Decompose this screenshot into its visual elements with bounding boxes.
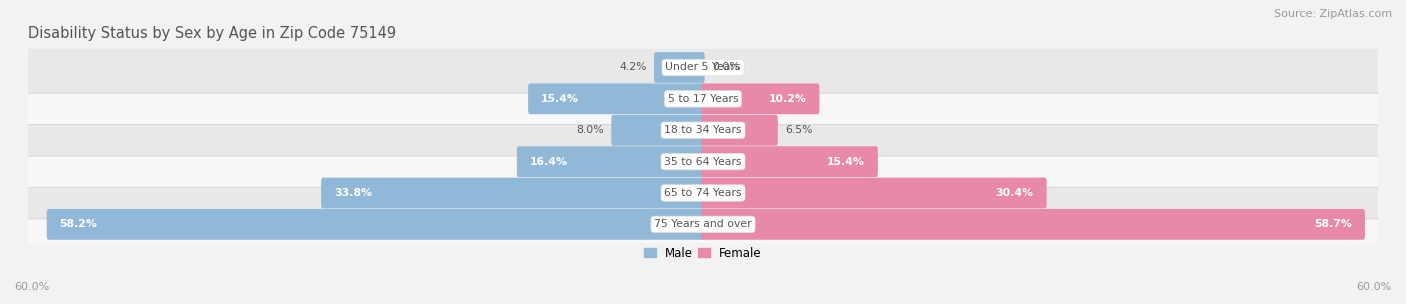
FancyBboxPatch shape xyxy=(24,73,1382,125)
FancyBboxPatch shape xyxy=(654,52,704,83)
FancyBboxPatch shape xyxy=(702,84,820,114)
Legend: Male, Female: Male, Female xyxy=(640,242,766,264)
Text: Source: ZipAtlas.com: Source: ZipAtlas.com xyxy=(1274,9,1392,19)
Text: 60.0%: 60.0% xyxy=(14,282,49,292)
Text: 16.4%: 16.4% xyxy=(530,157,568,167)
Text: 30.4%: 30.4% xyxy=(995,188,1033,198)
FancyBboxPatch shape xyxy=(24,136,1382,187)
FancyBboxPatch shape xyxy=(24,42,1382,93)
FancyBboxPatch shape xyxy=(529,84,704,114)
FancyBboxPatch shape xyxy=(702,178,1046,208)
FancyBboxPatch shape xyxy=(46,209,704,240)
Text: 33.8%: 33.8% xyxy=(335,188,373,198)
FancyBboxPatch shape xyxy=(702,146,877,177)
Text: 15.4%: 15.4% xyxy=(541,94,579,104)
Text: 60.0%: 60.0% xyxy=(1357,282,1392,292)
FancyBboxPatch shape xyxy=(612,115,704,146)
Text: 18 to 34 Years: 18 to 34 Years xyxy=(664,125,742,135)
Text: 15.4%: 15.4% xyxy=(827,157,865,167)
Text: 65 to 74 Years: 65 to 74 Years xyxy=(664,188,742,198)
FancyBboxPatch shape xyxy=(321,178,704,208)
FancyBboxPatch shape xyxy=(702,209,1365,240)
Text: Disability Status by Sex by Age in Zip Code 75149: Disability Status by Sex by Age in Zip C… xyxy=(28,26,396,40)
Text: 8.0%: 8.0% xyxy=(576,125,605,135)
Text: 35 to 64 Years: 35 to 64 Years xyxy=(664,157,742,167)
Text: 10.2%: 10.2% xyxy=(769,94,807,104)
Text: 6.5%: 6.5% xyxy=(785,125,813,135)
Text: 0.0%: 0.0% xyxy=(711,62,740,72)
Text: Under 5 Years: Under 5 Years xyxy=(665,62,741,72)
FancyBboxPatch shape xyxy=(24,167,1382,219)
Text: 75 Years and over: 75 Years and over xyxy=(654,219,752,230)
Text: 5 to 17 Years: 5 to 17 Years xyxy=(668,94,738,104)
Text: 58.2%: 58.2% xyxy=(59,219,97,230)
FancyBboxPatch shape xyxy=(517,146,704,177)
FancyBboxPatch shape xyxy=(24,199,1382,250)
FancyBboxPatch shape xyxy=(24,105,1382,156)
Text: 58.7%: 58.7% xyxy=(1315,219,1353,230)
FancyBboxPatch shape xyxy=(702,115,778,146)
Text: 4.2%: 4.2% xyxy=(619,62,647,72)
